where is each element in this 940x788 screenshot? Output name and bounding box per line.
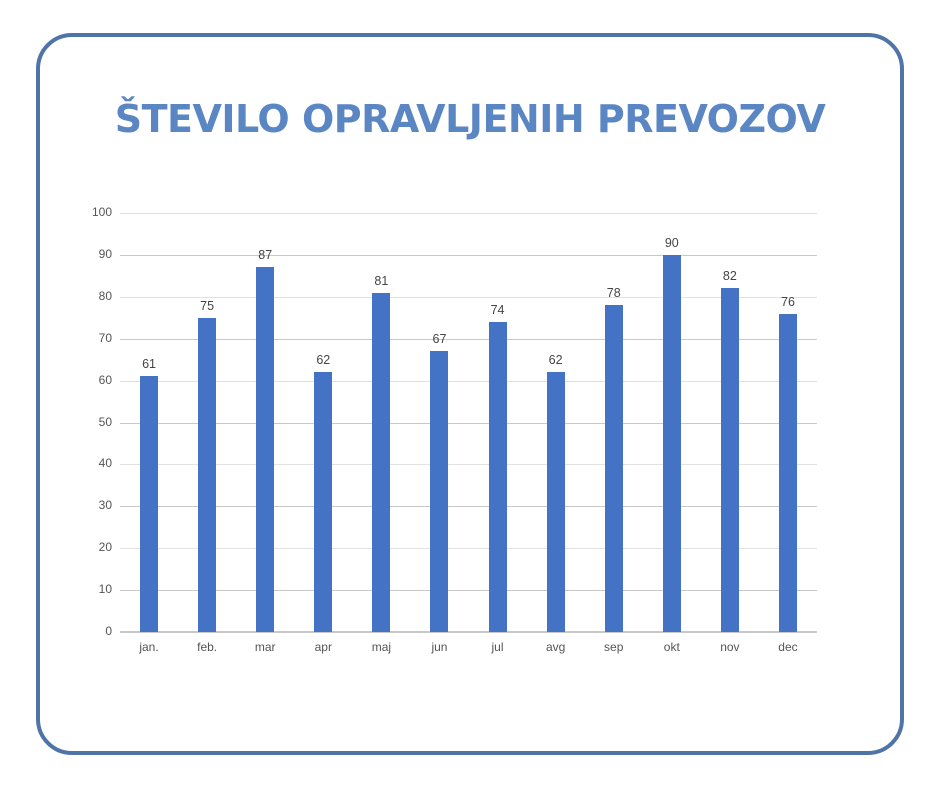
bar-mar: [256, 267, 275, 632]
x-tick-label: jun: [431, 640, 448, 654]
gridline: [120, 338, 817, 340]
bar-value-label: 87: [258, 248, 273, 263]
y-tick-label: 100: [91, 205, 112, 219]
bar-maj: [372, 292, 391, 632]
bar-jul: [488, 321, 507, 632]
bar-avg: [546, 372, 565, 632]
x-tick-label: sep: [604, 640, 624, 654]
x-tick-label: feb.: [197, 640, 218, 654]
bar-value-label: 75: [200, 298, 215, 313]
y-tick-label: 70: [98, 330, 112, 345]
x-tick-label: maj: [371, 640, 392, 654]
y-tick-label: 90: [98, 246, 112, 261]
x-tick-label: dec: [778, 640, 798, 654]
x-axis-line: [120, 631, 817, 633]
bar-feb: [198, 317, 217, 632]
x-tick-label: jan.: [139, 640, 159, 654]
gridline: [120, 422, 817, 424]
y-tick-label: 0: [105, 624, 112, 638]
bar-okt: [662, 254, 681, 632]
bar-value-label: 67: [432, 332, 447, 347]
bar-dec: [778, 313, 797, 632]
gridline: [120, 380, 817, 382]
chart-title: ŠTEVILO OPRAVLJENIH PREVOZOV: [114, 97, 826, 141]
bar-nov: [720, 288, 739, 632]
gridline: [120, 464, 817, 466]
bar-value-label: 62: [316, 353, 331, 368]
x-tick-label: apr: [314, 640, 332, 654]
y-tick-label: 50: [98, 414, 112, 429]
bar-value-label: 78: [606, 286, 621, 301]
gridline: [120, 213, 817, 214]
y-tick-label: 60: [98, 372, 112, 387]
x-tick-label: jul: [491, 640, 504, 654]
bar-value-label: 90: [664, 235, 679, 250]
x-tick-label: mar: [254, 640, 276, 654]
chart-frame: [36, 33, 904, 755]
x-tick-label: okt: [663, 640, 680, 654]
bar-value-label: 81: [374, 273, 389, 288]
gridline: [120, 254, 817, 256]
bar-jan: [140, 376, 159, 632]
gridline: [120, 296, 817, 298]
bar-jun: [430, 351, 449, 632]
bar-apr: [314, 372, 333, 632]
bar-value-label: 62: [548, 353, 563, 368]
y-tick-label: 30: [98, 498, 112, 513]
y-tick-label: 20: [98, 540, 112, 555]
bar-value-label: 76: [781, 294, 795, 309]
plot-area: 61 75 87 62 81 67 74 62 78 90 82 76: [120, 213, 817, 633]
bar-value-label: 61: [142, 357, 156, 372]
gridline: [120, 548, 817, 550]
gridline: [120, 590, 817, 592]
bar-value-label: 82: [722, 269, 737, 284]
x-tick-label: nov: [720, 640, 740, 654]
bar-value-label: 74: [490, 302, 505, 317]
bar-sep: [604, 305, 623, 632]
y-tick-label: 80: [98, 288, 112, 303]
y-tick-label: 10: [98, 582, 112, 597]
y-tick-label: 40: [98, 456, 112, 471]
gridline: [120, 506, 817, 508]
x-tick-label: avg: [545, 640, 566, 654]
